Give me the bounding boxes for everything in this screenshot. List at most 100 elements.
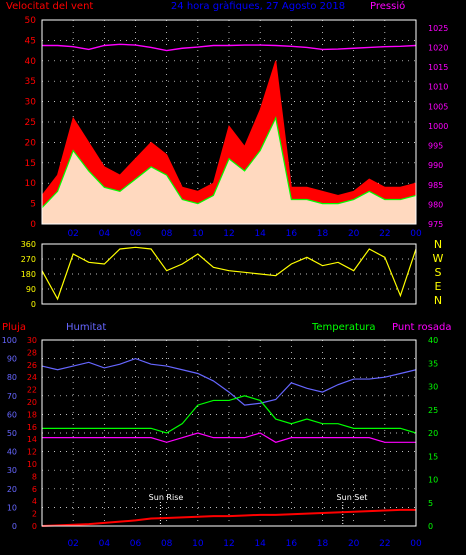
wind-x-tick-label: 18 — [317, 229, 329, 239]
wind-x-tick-label: 06 — [130, 229, 142, 239]
wind-tick-label: 45 — [25, 36, 36, 46]
temperature-tick-label: 5 — [428, 499, 433, 508]
pressure-tick-label: 995 — [428, 142, 443, 151]
climate-x-tick-label: 06 — [130, 539, 142, 549]
pressure-tick-label: 985 — [428, 181, 443, 190]
sunrise-annotation: Sun Rise — [149, 493, 184, 502]
pressure-tick-label: 1010 — [428, 83, 448, 92]
wind-tick-label: 30 — [25, 98, 37, 108]
climate-x-tick-label: 20 — [348, 539, 360, 549]
wind-tick-label: 10 — [25, 179, 37, 189]
humidity-tick-label: 10 — [7, 503, 17, 512]
rain-tick-label: 14 — [27, 435, 37, 444]
wind-tick-label: 0 — [30, 220, 36, 230]
compass-label: N — [434, 294, 442, 307]
rain-tick-label: 30 — [27, 336, 37, 345]
wind-tick-label: 40 — [25, 57, 37, 67]
rain-tick-label: 18 — [27, 410, 37, 419]
temperature-label: Temperatura — [311, 322, 376, 333]
wind-average-area — [42, 117, 416, 224]
temperature-tick-label: 10 — [428, 476, 438, 485]
climate-x-tick-label: 04 — [99, 539, 111, 549]
wind-plot-frame — [41, 19, 417, 225]
rain-line — [41, 508, 416, 527]
wind-tick-label: 50 — [25, 16, 37, 26]
rain-tick-label: 10 — [27, 460, 37, 469]
rain-tick-label: 12 — [27, 448, 37, 457]
compass-label: E — [435, 280, 442, 293]
chart-title: 24 hora gràfiques, 27 Agosto 2018 — [171, 0, 345, 12]
humidity-line — [41, 357, 417, 406]
dewpoint-line — [42, 432, 416, 443]
dewpoint-label: Punt rosada — [392, 322, 451, 333]
climate-x-tick-label: 14 — [254, 539, 266, 549]
temperature-tick-label: 30 — [428, 383, 438, 392]
compass-label: W — [433, 252, 444, 265]
wind-x-tick-label: 02 — [67, 229, 78, 239]
humidity-tick-label: 50 — [7, 429, 17, 438]
climate-x-tick-label: 10 — [192, 539, 204, 549]
wind-x-tick-label: 04 — [99, 229, 111, 239]
rain-tick-label: 2 — [32, 510, 37, 519]
direction-tick-label: 270 — [21, 255, 36, 264]
wind-x-tick-label: 20 — [348, 229, 360, 239]
pressure-line — [42, 43, 417, 52]
wind-x-tick-label: 08 — [161, 229, 173, 239]
humidity-tick-label: 100 — [2, 336, 17, 345]
rain-tick-label: 6 — [32, 485, 37, 494]
climate-x-tick-label: 08 — [161, 539, 173, 549]
humidity-tick-label: 90 — [7, 355, 17, 364]
wind-speed-label: Velocitat del vent — [6, 1, 93, 12]
temperature-tick-label: 0 — [428, 522, 433, 531]
climate-x-tick-label: 12 — [223, 539, 234, 549]
rain-tick-label: 0 — [32, 522, 37, 531]
climate-x-tick-label: 18 — [317, 539, 329, 549]
rain-tick-label: 28 — [27, 348, 37, 357]
rain-tick-label: 16 — [27, 423, 37, 432]
pressure-tick-label: 1005 — [428, 102, 448, 111]
humidity-tick-label: 20 — [7, 485, 17, 494]
wind-tick-label: 5 — [30, 200, 36, 210]
humidity-tick-label: 30 — [7, 466, 17, 475]
rain-tick-label: 24 — [27, 373, 37, 382]
temperature-tick-label: 25 — [428, 406, 438, 415]
wind-x-tick-label: 16 — [286, 229, 298, 239]
wind-tick-label: 20 — [25, 138, 37, 148]
humidity-tick-label: 60 — [7, 410, 17, 419]
wind-tick-label: 15 — [25, 159, 36, 169]
direction-tick-label: 360 — [21, 240, 36, 249]
compass-label: S — [435, 266, 442, 279]
pressure-tick-label: 1000 — [428, 122, 448, 131]
wind-x-tick-label: 22 — [379, 229, 390, 239]
direction-tick-label: 180 — [21, 270, 36, 279]
climate-x-tick-label: 22 — [379, 539, 390, 549]
rain-tick-label: 20 — [27, 398, 37, 407]
rain-tick-label: 8 — [32, 472, 37, 481]
humidity-tick-label: 80 — [7, 373, 17, 382]
pressure-tick-label: 1015 — [428, 63, 448, 72]
wind-tick-label: 35 — [25, 77, 36, 87]
temperature-tick-label: 40 — [428, 336, 438, 345]
humidity-label: Humitat — [66, 322, 106, 333]
pressure-tick-label: 1020 — [428, 43, 448, 52]
compass-label: N — [434, 238, 442, 251]
direction-plot-frame — [41, 243, 417, 305]
humidity-tick-label: 0 — [12, 522, 17, 531]
wind-direction-line — [41, 246, 417, 301]
climate-x-tick-label: 02 — [67, 539, 78, 549]
rain-label: Pluja — [2, 322, 26, 333]
climate-x-tick-label: 16 — [286, 539, 298, 549]
rain-tick-label: 22 — [27, 386, 37, 395]
wind-tick-label: 25 — [25, 118, 36, 128]
pressure-tick-label: 980 — [428, 200, 443, 209]
rain-tick-label: 26 — [27, 361, 37, 370]
climate-plot-frame — [41, 339, 417, 527]
temperature-tick-label: 20 — [428, 429, 438, 438]
rain-tick-label: 4 — [32, 497, 37, 506]
pressure-tick-label: 975 — [428, 220, 443, 229]
wind-x-tick-label: 00 — [410, 229, 422, 239]
sunset-annotation: Sun Set — [337, 493, 368, 502]
pressure-tick-label: 990 — [428, 161, 443, 170]
